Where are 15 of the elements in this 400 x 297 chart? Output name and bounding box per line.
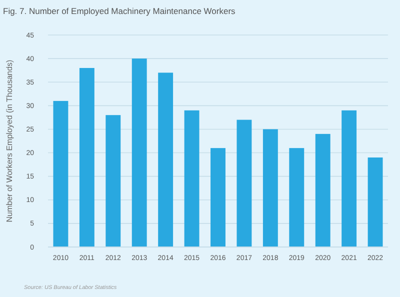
- y-axis-title: Number of Workers Employed (in Thousands): [5, 59, 14, 222]
- bar: [210, 148, 226, 247]
- bar: [342, 110, 357, 247]
- bar: [132, 58, 147, 247]
- bar: [184, 110, 200, 247]
- bar: [158, 72, 174, 247]
- bar: [368, 157, 383, 247]
- bar: [79, 68, 94, 247]
- bar: [315, 134, 330, 247]
- chart-title: Fig. 7. Number of Employed Machinery Maintenance Workers: [3, 6, 236, 16]
- bar: [106, 115, 121, 247]
- bar: [236, 120, 252, 247]
- bar: [262, 129, 278, 247]
- bar: [53, 100, 68, 247]
- bar: [289, 148, 304, 247]
